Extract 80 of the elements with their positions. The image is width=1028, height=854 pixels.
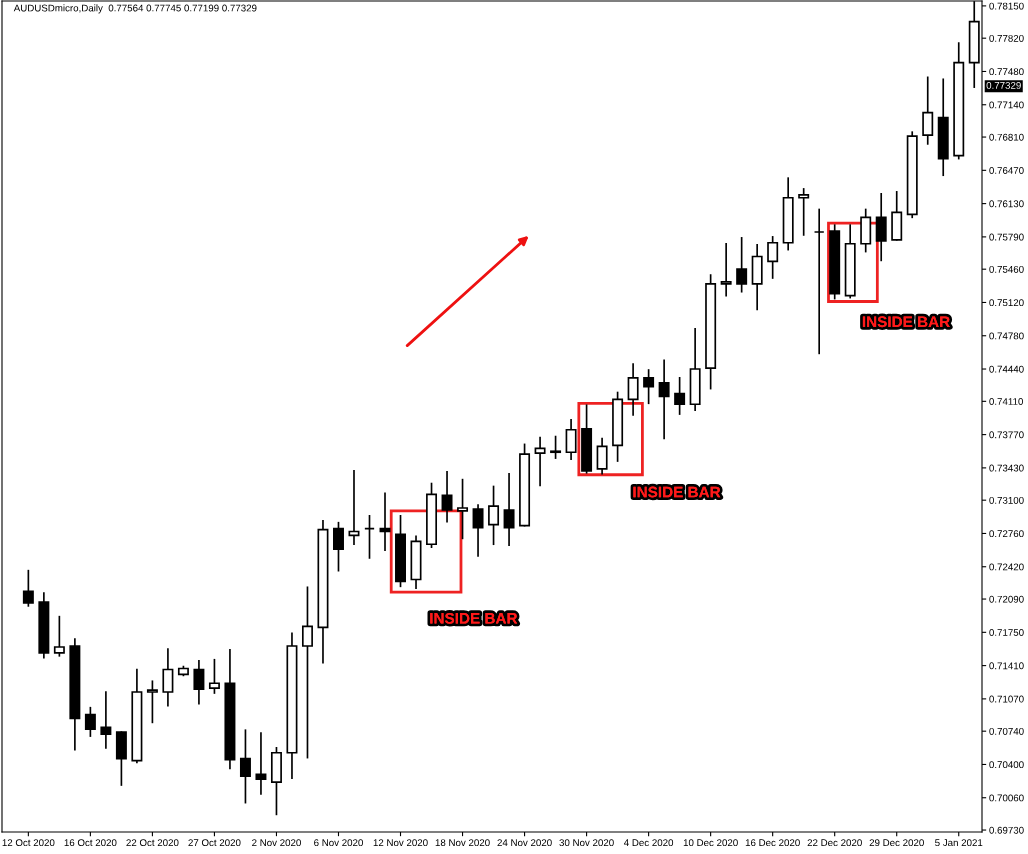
candlestick <box>922 76 934 145</box>
x-tick-label: 22 Oct 2020 <box>126 839 179 847</box>
y-tick-label: 0.70740 <box>989 727 1024 735</box>
y-tick-label: 0.75460 <box>989 265 1024 273</box>
candlestick <box>100 691 112 749</box>
y-tick-label: 0.71410 <box>989 662 1024 670</box>
y-tick-label: 0.72090 <box>989 595 1024 603</box>
y-tick-label: 0.76470 <box>989 167 1024 174</box>
annotation: INSIDE BAR <box>633 486 721 498</box>
y-tick-label: 0.74110 <box>989 398 1023 405</box>
candlestick <box>84 706 96 737</box>
y-tick-label: 0.77480 <box>989 68 1024 76</box>
x-tick-label: 24 Nov 2020 <box>497 839 552 847</box>
y-tick-label: 0.74780 <box>989 332 1024 340</box>
annotation: 0.77329 <box>986 81 1021 89</box>
x-tick-label: 18 Nov 2020 <box>435 839 490 847</box>
x-tick-label: 30 Nov 2020 <box>559 839 614 847</box>
x-tick-label: 4 Dec 2020 <box>623 839 674 847</box>
candlestick <box>813 208 825 355</box>
y-tick-label: 0.69730 <box>989 826 1024 834</box>
y-tick-label: 0.73100 <box>989 496 1024 504</box>
candlestick <box>146 680 158 724</box>
y-tick-label: 0.78150 <box>989 2 1024 10</box>
candlestick <box>301 586 313 759</box>
candlestick <box>875 192 887 262</box>
y-tick-label: 0.74440 <box>989 365 1024 373</box>
candlestick <box>441 470 453 523</box>
candlestick <box>255 732 267 795</box>
y-tick-label: 0.76130 <box>989 200 1024 208</box>
x-tick-label: 12 Nov 2020 <box>373 839 428 847</box>
candlestick <box>565 419 577 460</box>
candlestick <box>720 242 732 297</box>
x-tick-label: 22 Dec 2020 <box>807 839 862 847</box>
candlestick <box>767 236 779 279</box>
y-tick-label: 0.75120 <box>989 299 1024 307</box>
candlestick <box>798 188 810 236</box>
annotation: INSIDE BAR <box>862 316 950 328</box>
x-tick-label: 5 Jan 2021 <box>935 839 983 847</box>
x-tick-label: 2 Nov 2020 <box>252 839 301 847</box>
y-tick-label: 0.77820 <box>989 34 1024 42</box>
candlestick <box>534 436 546 487</box>
x-tick-label: 12 Oct 2020 <box>2 839 55 847</box>
candlestick <box>208 658 220 694</box>
x-tick-label: 29 Dec 2020 <box>869 839 924 847</box>
y-tick-label: 0.72760 <box>989 530 1024 538</box>
y-tick-label: 0.73430 <box>989 464 1024 472</box>
y-tick-label: 0.75790 <box>989 233 1024 241</box>
candlestick <box>550 435 562 459</box>
candlestick <box>503 472 515 547</box>
y-tick-label: 0.71070 <box>989 695 1024 703</box>
y-tick-label: 0.73770 <box>989 431 1024 439</box>
candlestick <box>658 359 670 440</box>
chart-title: AUDUSDmicro,Daily 0.77564 0.77745 0.77199 0.77329 <box>13 4 257 14</box>
candlestick <box>627 363 639 416</box>
y-tick-label: 0.76810 <box>989 133 1024 141</box>
x-tick-label: 10 Dec 2020 <box>683 839 738 847</box>
candlestick <box>193 659 205 705</box>
y-tick-label: 0.77140 <box>989 101 1024 109</box>
x-tick-label: 6 Nov 2020 <box>314 839 363 847</box>
y-tick-label: 0.72420 <box>989 563 1024 571</box>
y-tick-label: 0.70400 <box>989 761 1024 769</box>
candlestick <box>239 729 251 804</box>
candlestick <box>22 569 34 607</box>
candlestick <box>488 485 500 546</box>
candlestick <box>333 521 344 572</box>
x-tick-label: 27 Oct 2020 <box>188 839 241 847</box>
candlestick <box>736 237 748 293</box>
candlestick <box>472 504 484 557</box>
x-tick-label: 16 Oct 2020 <box>64 839 117 847</box>
candlestick <box>674 377 686 415</box>
candlestick <box>53 615 65 657</box>
candlestick <box>364 515 375 559</box>
annotation: INSIDE BAR <box>430 612 518 624</box>
x-tick-label: 16 Dec 2020 <box>745 839 800 847</box>
y-tick-label: 0.71750 <box>989 629 1024 636</box>
y-tick-label: 0.70060 <box>989 794 1024 802</box>
candlestick <box>162 648 174 707</box>
candlestick <box>457 478 469 540</box>
candlestick <box>596 437 608 475</box>
candlestick <box>643 369 655 405</box>
